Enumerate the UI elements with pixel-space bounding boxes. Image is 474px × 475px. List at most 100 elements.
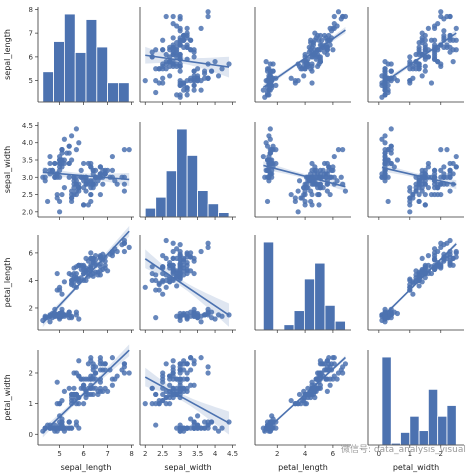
scatter-point <box>298 195 304 201</box>
scatter-point <box>163 255 169 262</box>
scatter-point <box>177 25 183 31</box>
hist-bar <box>418 430 429 446</box>
scatter-point <box>388 147 394 153</box>
scatter-point <box>177 388 183 394</box>
scatter-point <box>97 385 103 391</box>
scatter-point <box>160 264 166 270</box>
scatter-point <box>435 185 441 191</box>
regression-line <box>144 258 230 316</box>
y-tick-label: 6 <box>29 53 34 61</box>
scatter-point <box>385 174 391 180</box>
scatter-point <box>163 284 169 290</box>
hist-bar <box>409 415 420 446</box>
scatter-point <box>177 313 183 319</box>
regression-line <box>145 54 230 68</box>
scatter-point <box>410 291 416 297</box>
scatter-point <box>170 358 176 364</box>
scatter-point <box>52 422 58 428</box>
scatter-point <box>153 272 159 278</box>
scatter-point <box>388 160 394 167</box>
scatter-point <box>54 379 60 385</box>
scatter-point <box>205 240 211 246</box>
scatter-point <box>263 59 269 65</box>
scatter-point <box>97 254 103 260</box>
regression-line <box>262 29 346 89</box>
scatter-point <box>149 277 155 284</box>
hist-bar <box>324 304 336 331</box>
x-tick-label: 2 <box>439 450 443 458</box>
scatter-point <box>195 78 201 84</box>
scatter-point <box>177 42 183 48</box>
scatter-point <box>177 422 183 428</box>
scatter-point <box>273 82 279 88</box>
scatter-point <box>438 167 444 173</box>
hist-bar <box>293 310 305 331</box>
scatter-point <box>447 167 453 173</box>
scatter-point <box>306 178 312 184</box>
scatter-point <box>170 47 176 53</box>
scatter-point <box>422 181 428 187</box>
scatter-point <box>184 92 190 98</box>
scatter-point <box>331 355 337 361</box>
scatter-point <box>191 54 197 60</box>
regression-line <box>381 166 457 186</box>
hist-bar <box>118 82 130 103</box>
scatter-point <box>198 319 204 325</box>
x-tick-label: 1 <box>408 450 412 458</box>
y-tick-label: 2 <box>29 369 33 377</box>
scatter-point <box>153 422 159 428</box>
scatter-point <box>85 361 91 367</box>
scatter-point <box>298 401 304 407</box>
scatter-point <box>90 257 96 263</box>
scatter-point <box>317 32 323 39</box>
scatter-point <box>422 68 428 74</box>
scatter-point <box>54 191 60 198</box>
scatter-point <box>76 140 82 146</box>
scatter-point <box>191 382 197 388</box>
scatter-point <box>205 9 211 15</box>
scatter-point <box>215 428 222 434</box>
scatter-point <box>59 291 65 297</box>
scatter-point <box>102 262 108 268</box>
regression-line <box>144 376 230 424</box>
scatter-point <box>109 153 115 160</box>
regression-line <box>42 171 130 181</box>
y-tick-label: 2 <box>29 304 33 312</box>
scatter-point <box>342 361 349 367</box>
scatter-point <box>410 75 416 81</box>
scatter-point <box>205 370 211 376</box>
scatter-point <box>66 385 72 391</box>
scatter-point <box>266 133 272 139</box>
scatter-point <box>447 237 453 244</box>
scatter-point <box>188 367 194 373</box>
scatter-point <box>90 364 96 370</box>
scatter-point <box>422 63 428 69</box>
scatter-point <box>212 59 218 65</box>
scatter-point <box>188 425 194 431</box>
scatter-point <box>71 181 77 187</box>
hist-bar <box>144 207 157 218</box>
scatter-point <box>273 160 279 167</box>
scatter-point <box>321 32 328 39</box>
scatter-point <box>264 66 271 72</box>
scatter-point <box>85 258 91 264</box>
scatter-point <box>453 25 459 31</box>
scatter-point <box>267 70 273 77</box>
scatter-point <box>296 178 303 184</box>
hist-bar <box>64 13 76 103</box>
scatter-point <box>170 364 176 370</box>
scatter-point <box>416 283 422 289</box>
scatter-point <box>149 264 155 270</box>
regression-line <box>42 230 130 324</box>
scatter-point <box>308 198 314 205</box>
scatter-point <box>379 136 385 142</box>
scatter-point <box>425 160 431 167</box>
scatter-point <box>394 310 401 317</box>
scatter-point <box>78 376 84 382</box>
hist-bar <box>165 170 178 218</box>
regression-line <box>263 164 346 188</box>
panel-sepal_width-vs-sepal_length: 2.0 2.5 3.0 3.5 4.0 4.5 <box>22 122 134 220</box>
hist-bar <box>427 388 439 446</box>
panel-petal_width-vs-petal_length: 2 4 6 <box>254 350 351 458</box>
scatter-point <box>382 92 388 98</box>
